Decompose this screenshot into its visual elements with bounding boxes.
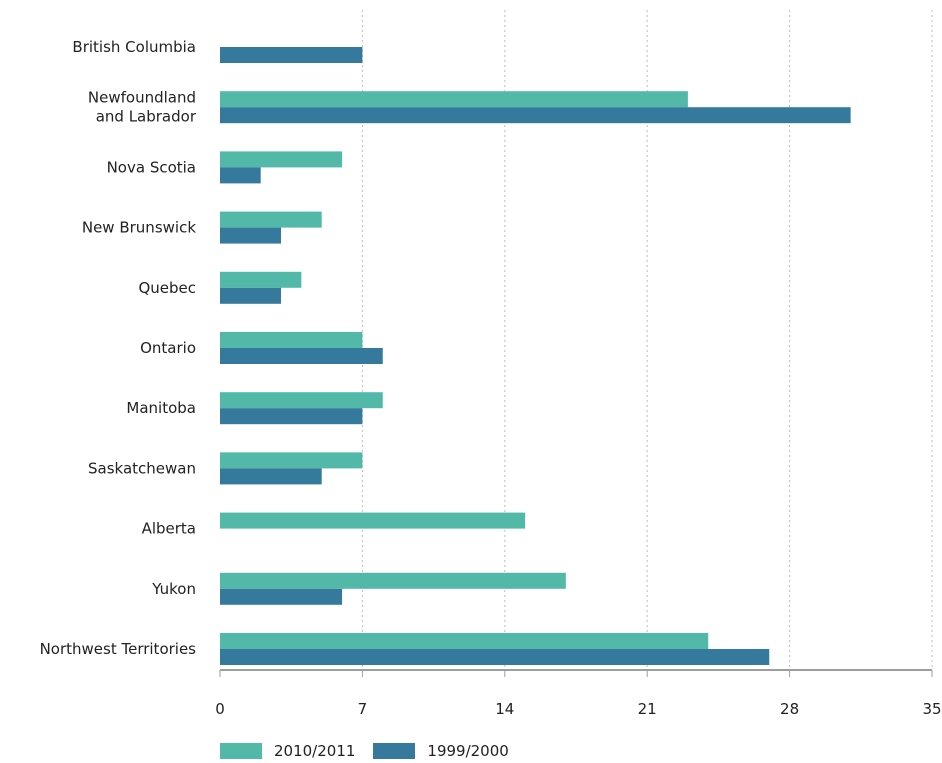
bar-series-1	[220, 452, 363, 469]
bar-series-1	[220, 151, 343, 168]
legend-item-series-2: 1999/2000	[373, 742, 509, 760]
category-labels: British Columbia Newfoundland and Labrador…	[40, 38, 197, 658]
bar-series-1	[220, 332, 363, 348]
bar-series-2	[220, 167, 261, 184]
x-tick-label: 35	[922, 700, 941, 718]
bar-series-1	[220, 633, 709, 649]
x-tick-label: 14	[495, 700, 514, 718]
category-label: Nova Scotia	[107, 158, 196, 176]
bar-series-2	[220, 287, 282, 304]
x-tick-label: 0	[215, 700, 225, 718]
category-label: Ontario	[140, 339, 196, 357]
bar-series-2	[220, 649, 770, 665]
category-label: Quebec	[138, 279, 196, 297]
legend-item-series-1: 2010/2011	[220, 742, 355, 760]
category-label: New Brunswick	[82, 219, 196, 237]
bar-series-1	[220, 392, 383, 409]
category-label: Northwest Territories	[40, 640, 197, 658]
legend-label-series-1: 2010/2011	[274, 742, 356, 760]
legend-swatch-series-2	[373, 743, 416, 759]
bar-series-2	[220, 408, 363, 425]
x-tick-label: 21	[638, 700, 657, 718]
bar-series-1	[220, 211, 322, 228]
category-label: British Columbia	[72, 38, 196, 56]
category-label: Newfoundland and Labrador	[88, 89, 197, 126]
x-tick-label: 28	[780, 700, 799, 718]
bar-series-2	[220, 47, 363, 63]
category-label: Alberta	[142, 520, 196, 538]
bar-series-2	[220, 227, 282, 244]
bars	[220, 47, 851, 665]
bar-series-2	[220, 468, 322, 485]
x-axis: 0 7 14 21 28 35	[215, 669, 942, 718]
legend: 2010/2011 1999/2000	[220, 742, 527, 760]
bar-series-1	[220, 512, 526, 529]
bar-series-2	[220, 107, 851, 124]
x-tick-label: 7	[358, 700, 368, 718]
legend-label-series-2: 1999/2000	[427, 742, 509, 760]
legend-swatch-series-1	[220, 743, 262, 759]
category-label: Saskatchewan	[88, 459, 196, 477]
bar-series-1	[220, 271, 302, 288]
bar-series-2	[220, 348, 383, 364]
bar-chart-plot: British Columbia Newfoundland and Labrador…	[40, 10, 942, 718]
category-label: Yukon	[151, 580, 196, 598]
bar-series-1	[220, 572, 566, 589]
bar-series-1	[220, 91, 688, 108]
bar-series-2	[220, 588, 343, 605]
category-label: Manitoba	[126, 399, 196, 417]
